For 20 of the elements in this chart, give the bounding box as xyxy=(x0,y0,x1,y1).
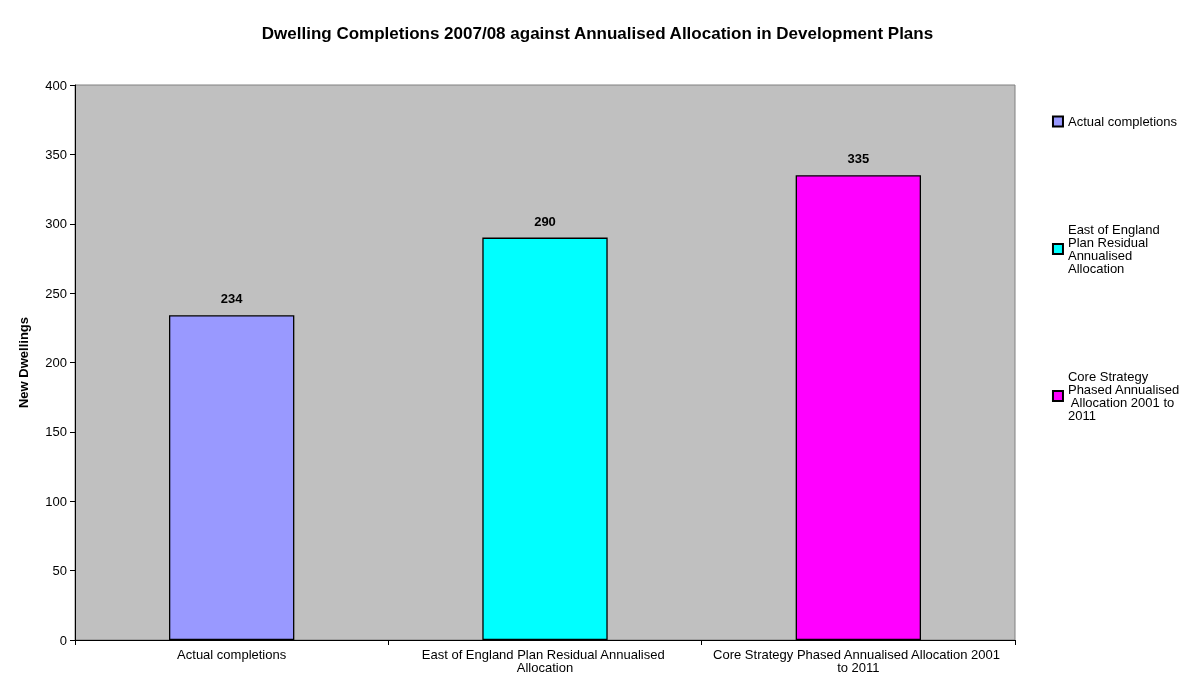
legend-label: East of England Plan Residual Annualised Allocation xyxy=(1067,222,1164,276)
data-label: 335 xyxy=(847,151,870,167)
data-label: 290 xyxy=(534,213,556,229)
x-tick-label: East of England Plan Residual Annualised Allocation xyxy=(421,647,669,675)
y-tick-label: 150 xyxy=(45,424,67,440)
y-axis-title: New Dwellings xyxy=(16,316,31,409)
y-tick-label: 100 xyxy=(45,493,67,509)
y-tick-label: 350 xyxy=(45,146,67,162)
legend-label: Core Strategy Phased Annualised Allocation 2001 to 2011 xyxy=(1067,369,1180,423)
chart-title: Dwelling Completions 2007/08 against Annualised Allocation in Development Plans xyxy=(261,24,934,43)
y-tick-label: 300 xyxy=(45,216,67,232)
y-tick-label: 400 xyxy=(45,77,67,93)
x-tick-label: Actual completions xyxy=(177,647,287,662)
data-label: 234 xyxy=(220,291,244,307)
y-tick-label: 250 xyxy=(45,285,67,301)
x-tick-label: Core Strategy Phased Annualised Allocation 2001 to 2011 xyxy=(713,647,1004,675)
legend-label: Actual completions xyxy=(1067,114,1178,129)
y-tick-label: 200 xyxy=(45,355,67,370)
y-tick-label: 0 xyxy=(59,632,67,648)
y-tick-label: 50 xyxy=(52,563,67,579)
